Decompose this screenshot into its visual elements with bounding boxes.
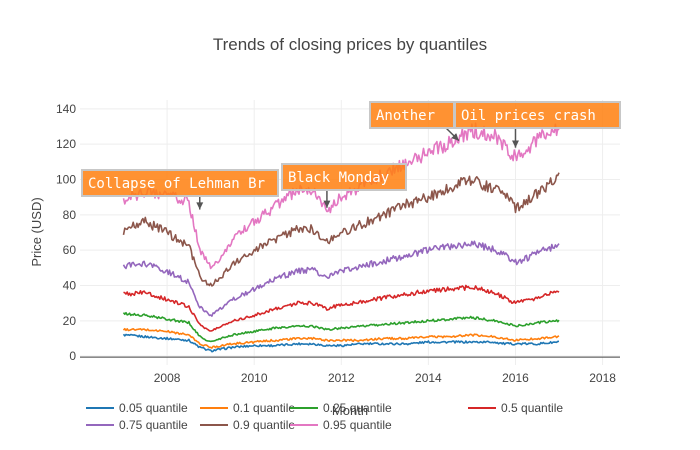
legend-label: 0.25 quantile [323, 401, 392, 415]
legend-item-0[interactable]: 0.05 quantile [86, 401, 188, 415]
series-line-5 [122, 172, 560, 287]
series-line-0 [122, 333, 560, 353]
annotation-0: Collapse of Lehman Br [81, 169, 279, 210]
annotations: Collapse of Lehman Br Black Monday Another… [81, 101, 621, 210]
x-tick-label: 2016 [502, 371, 529, 385]
y-axis-label: Price (USD) [29, 197, 44, 266]
series-lines [122, 122, 560, 353]
annotation-arrowhead [196, 202, 204, 210]
x-tick-label: 2014 [415, 371, 442, 385]
annotation-box [81, 169, 279, 197]
legend-item-6[interactable]: 0.95 quantile [290, 418, 392, 432]
x-tick-label: 2010 [241, 371, 268, 385]
legend-item-4[interactable]: 0.75 quantile [86, 418, 188, 432]
y-tick-label: 120 [56, 137, 76, 151]
annotation-arrowhead [451, 133, 459, 141]
axes: 0 20 40 60 80 100 120 140 2008 2010 2012 2014 2016 20… [56, 102, 620, 385]
annotation-2: Another [369, 101, 460, 142]
legend-label: 0.05 quantile [119, 401, 188, 415]
annotation-box [281, 163, 407, 191]
annotation-text: Collapse of Lehman Br [88, 176, 265, 192]
x-tick-label: 2018 [589, 371, 616, 385]
series-line-1 [122, 327, 560, 349]
y-tick-label: 100 [56, 173, 76, 187]
annotation-box [454, 101, 621, 129]
annotation-3: Oil prices crash [454, 101, 621, 148]
legend-item-3[interactable]: 0.5 quantile [468, 401, 563, 415]
series-line-4 [122, 240, 560, 317]
annotation-arrowhead [323, 200, 331, 208]
x-tick-label: 2008 [154, 371, 181, 385]
annotation-arrowhead [512, 140, 519, 148]
y-tick-label: 0 [69, 349, 76, 363]
x-axis-label: Month [332, 403, 368, 418]
series-line-6 [122, 122, 560, 270]
y-tick-label: 40 [63, 279, 77, 293]
y-tick-label: 140 [56, 102, 76, 116]
legend-label: 0.95 quantile [323, 418, 392, 432]
x-tick-label: 2012 [328, 371, 355, 385]
legend-label: 0.75 quantile [119, 418, 188, 432]
legend-label: 0.9 quantile [233, 418, 295, 432]
annotation-text: Oil prices crash [461, 108, 596, 124]
legend-item-5[interactable]: 0.9 quantile [200, 418, 295, 432]
legend-item-1[interactable]: 0.1 quantile [200, 401, 295, 415]
legend[interactable]: 0.05 quantile 0.1 quantile 0.25 quantile 0.… [86, 401, 563, 432]
y-tick-label: 20 [63, 314, 77, 328]
annotation-text: Another [376, 108, 435, 124]
annotation-box [369, 101, 455, 129]
series-line-3 [123, 284, 560, 332]
y-tick-label: 80 [63, 208, 77, 222]
chart-title: Trends of closing prices by quantiles [213, 35, 487, 54]
annotation-text: Black Monday [288, 170, 389, 186]
annotation-1: Black Monday [281, 163, 407, 208]
y-tick-label: 60 [63, 243, 77, 257]
legend-item-2[interactable]: 0.25 quantile [290, 401, 392, 415]
legend-label: 0.5 quantile [501, 401, 563, 415]
legend-label: 0.1 quantile [233, 401, 295, 415]
series-line-2 [122, 311, 560, 343]
